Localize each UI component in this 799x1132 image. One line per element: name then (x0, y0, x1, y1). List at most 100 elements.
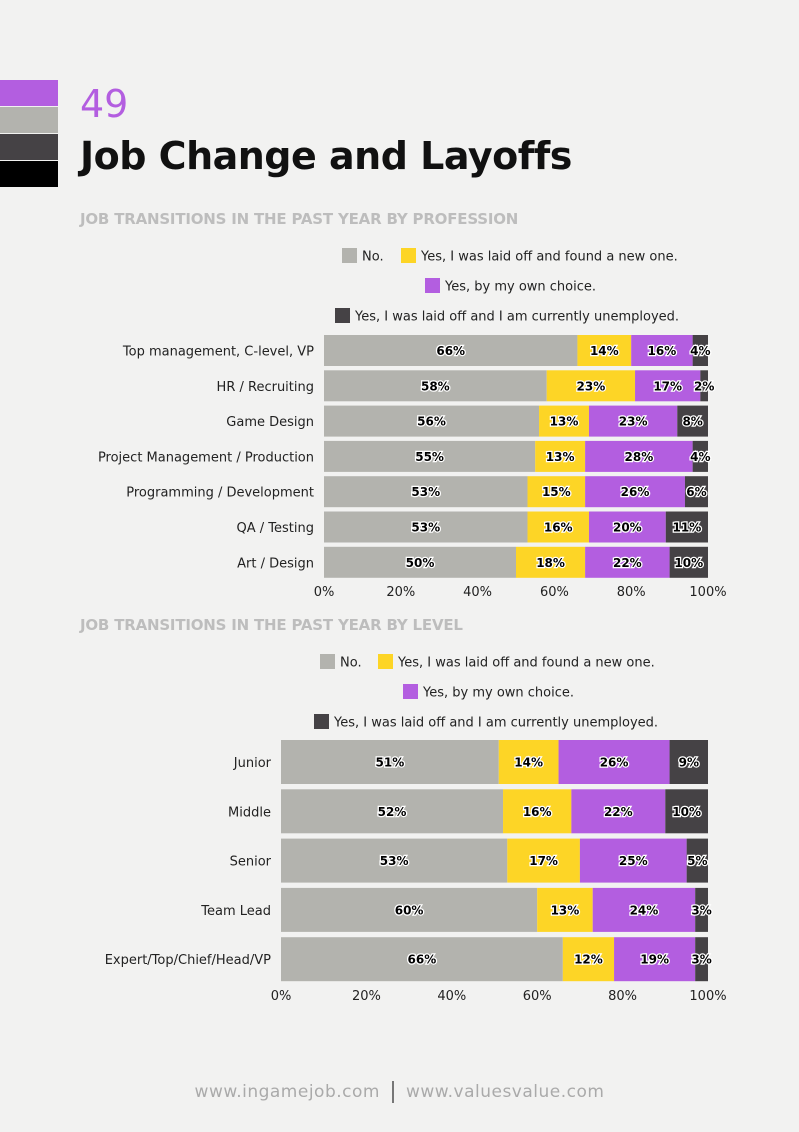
profession-bar-segment (700, 370, 708, 402)
profession-x-tick-label: 20% (386, 585, 415, 600)
profession-bar-segment (669, 546, 708, 578)
footer-link-ingamejob[interactable]: www.ingamejob.com (194, 1082, 380, 1102)
profession-bar-segment (324, 440, 536, 472)
profession-bar-segment (692, 440, 708, 472)
level-legend-label-2: Yes, by my own choice. (422, 686, 574, 701)
level-bar-segment (686, 838, 708, 883)
profession-data-label: 2% (694, 379, 714, 393)
level-data-label: 9% (679, 756, 699, 770)
profession-data-label: 28% (625, 450, 654, 464)
profession-bar-segment (546, 370, 636, 402)
profession-data-label: 18% (536, 556, 565, 570)
profession-bar-segment (577, 335, 632, 366)
profession-data-label: 4% (690, 344, 710, 358)
profession-bar-segment (677, 405, 708, 437)
profession-category-label: Top management, C-level, VP (122, 345, 314, 360)
profession-legend-label-3: Yes, I was laid off and I am currently u… (354, 310, 679, 325)
level-data-label: 22% (604, 805, 633, 819)
profession-bar-segment (635, 370, 701, 402)
level-bar-segment (669, 740, 708, 784)
page-title: Job Change and Layoffs (80, 134, 572, 178)
level-x-tick-label: 80% (608, 989, 637, 1004)
profession-bar-segment (324, 335, 578, 366)
level-x-tick-label: 60% (523, 989, 552, 1004)
profession-bar-segment (516, 546, 586, 578)
footer-separator (391, 1081, 394, 1103)
level-data-label: 13% (551, 903, 580, 917)
profession-bar-segment (324, 405, 540, 437)
profession-data-label: 6% (686, 485, 706, 499)
level-legend-label-3: Yes, I was laid off and I am currently u… (333, 716, 658, 731)
level-bar-segment (498, 740, 559, 784)
profession-legend-label-2: Yes, by my own choice. (444, 280, 596, 295)
profession-category-label: QA / Testing (237, 521, 314, 536)
profession-data-label: 13% (546, 450, 575, 464)
level-data-label: 14% (514, 756, 543, 770)
level-bar-segment (665, 789, 708, 834)
profession-data-label: 16% (648, 344, 677, 358)
swatch-purple (0, 80, 58, 106)
profession-x-tick-label: 80% (617, 585, 646, 600)
level-data-label: 10% (672, 805, 701, 819)
level-data-label: 66% (408, 953, 437, 967)
level-bar-segment (281, 740, 499, 784)
level-legend-label-1: Yes, I was laid off and found a new one. (397, 656, 655, 671)
profession-data-label: 16% (544, 521, 573, 535)
chart2-title: JOB TRANSITIONS IN THE PAST YEAR BY LEVE… (80, 616, 463, 634)
level-legend-swatch-1 (378, 654, 393, 669)
level-category-label: Senior (230, 855, 272, 870)
profession-category-label: HR / Recruiting (217, 380, 314, 395)
profession-x-tick-label: 60% (540, 585, 569, 600)
level-x-tick-label: 20% (352, 989, 381, 1004)
profession-data-label: 11% (673, 521, 702, 535)
profession-data-label: 20% (613, 521, 642, 535)
profession-category-label: Programming / Development (126, 486, 314, 501)
profession-data-label: 23% (619, 415, 648, 429)
profession-category-label: Art / Design (237, 556, 314, 571)
level-data-label: 12% (574, 953, 603, 967)
footer-link-valuesvalue[interactable]: www.valuesvalue.com (405, 1082, 605, 1102)
level-data-label: 60% (395, 903, 424, 917)
profession-data-label: 53% (411, 485, 440, 499)
profession-bar-segment (585, 476, 685, 508)
profession-bar-segment (527, 511, 589, 543)
profession-bar-segment (585, 546, 670, 578)
level-data-label: 3% (691, 953, 711, 967)
color-swatch-stack (0, 80, 58, 188)
level-bar-segment (281, 937, 563, 982)
profession-bar-segment (665, 511, 708, 543)
level-bar-segment (507, 838, 580, 883)
level-data-label: 26% (600, 756, 629, 770)
level-data-label: 52% (378, 805, 407, 819)
profession-bar-segment (535, 440, 586, 472)
profession-data-label: 13% (550, 415, 579, 429)
profession-bar-segment (585, 440, 693, 472)
profession-legend-label-0: No. (362, 250, 384, 265)
level-data-label: 51% (376, 756, 405, 770)
swatch-black (0, 161, 58, 187)
level-data-label: 17% (529, 854, 558, 868)
swatch-gray (0, 107, 58, 133)
profession-data-label: 14% (590, 344, 619, 358)
profession-data-label: 15% (542, 485, 571, 499)
level-category-label: Team Lead (200, 904, 271, 919)
level-legend-swatch-3 (314, 714, 329, 729)
profession-bar-segment (692, 335, 708, 366)
profession-legend-swatch-3 (335, 308, 350, 323)
level-data-label: 24% (630, 903, 659, 917)
profession-bar-segment (684, 476, 708, 508)
profession-bar-segment (527, 476, 586, 508)
level-bar-segment (281, 838, 508, 883)
level-bar-segment (695, 887, 708, 932)
level-data-label: 16% (523, 805, 552, 819)
profession-data-label: 56% (417, 415, 446, 429)
footer: www.ingamejob.com www.valuesvalue.com (0, 1081, 799, 1103)
level-category-label: Expert/Top/Chief/Head/VP (105, 953, 271, 968)
profession-category-label: Game Design (226, 415, 314, 430)
level-x-tick-label: 40% (437, 989, 466, 1004)
level-legend-swatch-0 (320, 654, 335, 669)
level-data-label: 25% (619, 854, 648, 868)
level-x-tick-label: 0% (271, 989, 292, 1004)
page-number: 49 (80, 82, 129, 126)
profession-bar-segment (324, 511, 528, 543)
